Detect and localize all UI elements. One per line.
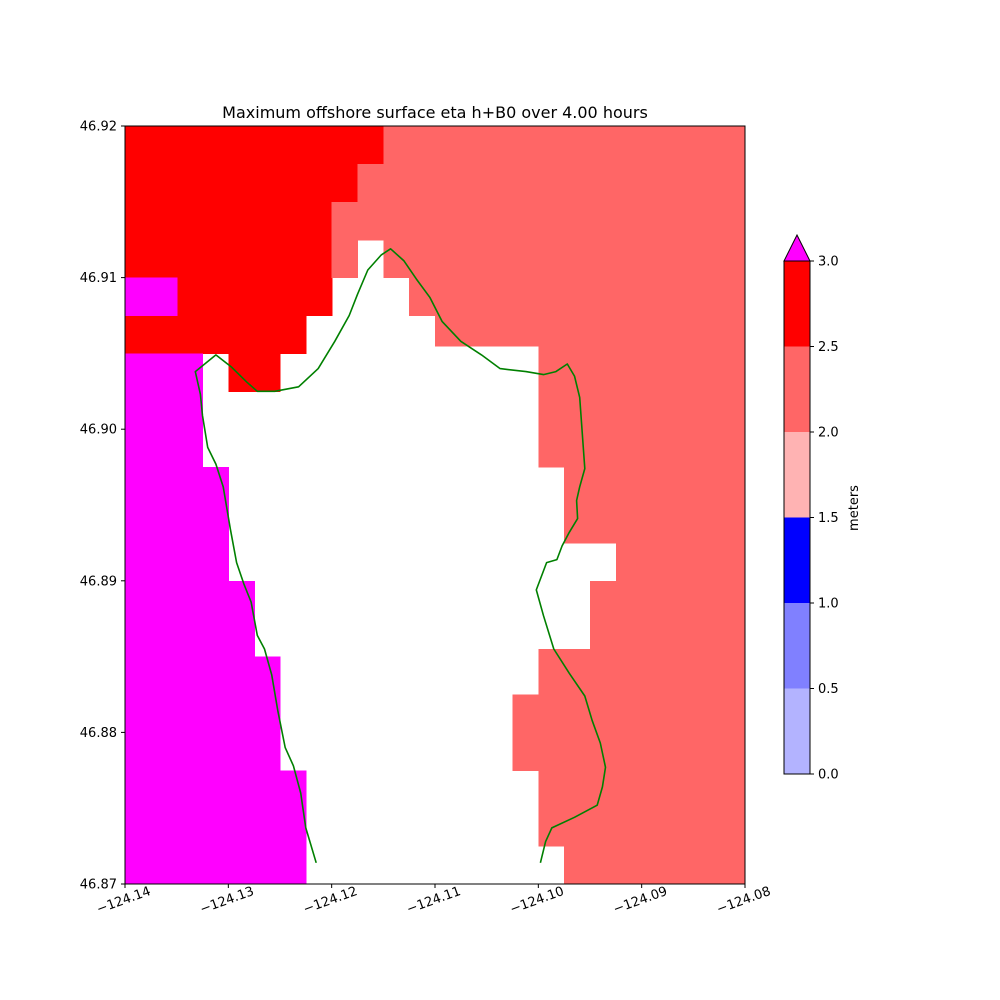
- colorbar-segment: [784, 261, 810, 347]
- colorbar-segment: [784, 517, 810, 603]
- colorbar-label: meters: [847, 485, 862, 531]
- heatmap-cell-high: [125, 126, 384, 165]
- x-tick-label: −124.08: [715, 884, 773, 917]
- x-tick-label: −124.11: [405, 884, 463, 917]
- x-tick-label: −124.09: [611, 884, 669, 917]
- heatmap-cell-mid: [331, 239, 359, 279]
- colorbar-tick-label: 0.5: [818, 682, 839, 697]
- heatmap-cell-mid: [564, 467, 746, 544]
- colorbar-segment: [784, 688, 810, 774]
- x-tick-label: −124.12: [301, 884, 359, 917]
- heatmap-cell-mid: [590, 580, 746, 650]
- heatmap-cell-mid: [538, 770, 746, 847]
- x-tick-label: −124.13: [198, 884, 256, 917]
- heatmap-cell-mid: [357, 163, 746, 203]
- colorbar-tick-label: 2.0: [818, 426, 839, 441]
- heatmap-cell-high: [125, 163, 359, 203]
- colorbar-tick-label: 3.0: [818, 255, 839, 270]
- colorbar-segment: [784, 432, 810, 518]
- heatmap-cell-mid: [331, 201, 746, 241]
- heatmap-cell-over: [125, 467, 229, 582]
- colorbar: 0.0 0.5 1.0 1.5 2.0 2.5 3.0: [783, 233, 839, 783]
- heatmap-cell-mid: [615, 542, 746, 582]
- heatmap-cell-mid: [409, 277, 746, 317]
- heatmap-cell-mid: [383, 239, 746, 279]
- y-tick-label: 46.91: [80, 271, 117, 286]
- heatmap-cell-high: [125, 201, 333, 279]
- colorbar-segment: [784, 346, 810, 432]
- colorbar-tick-label: 0.0: [818, 768, 839, 783]
- heatmap-cell-high: [176, 277, 333, 317]
- heatmap-cell-over: [125, 353, 204, 468]
- colorbar-segment: [784, 603, 810, 689]
- heatmap-cell-mid: [538, 649, 746, 696]
- heatmap-plot: −124.14 −124.13 −124.12 −124.11 −124.10 −124.…: [80, 120, 773, 918]
- y-tick-label: 46.92: [80, 120, 117, 135]
- colorbar-tick-label: 2.5: [818, 340, 839, 355]
- heatmap-cell-mid: [383, 126, 746, 165]
- colorbar-tick-label: 1.0: [818, 597, 839, 612]
- chart-title: Maximum offshore surface eta h+B0 over 4…: [222, 103, 648, 122]
- colorbar-extend-triangle: [783, 233, 811, 262]
- y-tick-label: 46.87: [80, 878, 117, 893]
- x-tick-label: −124.10: [508, 884, 566, 917]
- heatmap-cell-mid: [564, 846, 746, 885]
- heatmap-cell-mid: [538, 345, 746, 468]
- heatmap-cell-high: [125, 315, 307, 354]
- heatmap-cell-over: [125, 656, 281, 771]
- heatmap-cell-over: [125, 580, 255, 658]
- y-tick-label: 46.90: [80, 423, 117, 438]
- y-tick-label: 46.88: [80, 726, 117, 741]
- heatmap-cell-mid: [512, 694, 746, 771]
- heatmap-cell-over: [125, 770, 307, 885]
- heatmap-cell-over: [125, 277, 178, 317]
- coastline-line: [194, 248, 607, 864]
- colorbar-tick-label: 1.5: [818, 511, 839, 526]
- y-tick-label: 46.89: [80, 574, 117, 589]
- heatmap-cell-mid: [435, 315, 746, 347]
